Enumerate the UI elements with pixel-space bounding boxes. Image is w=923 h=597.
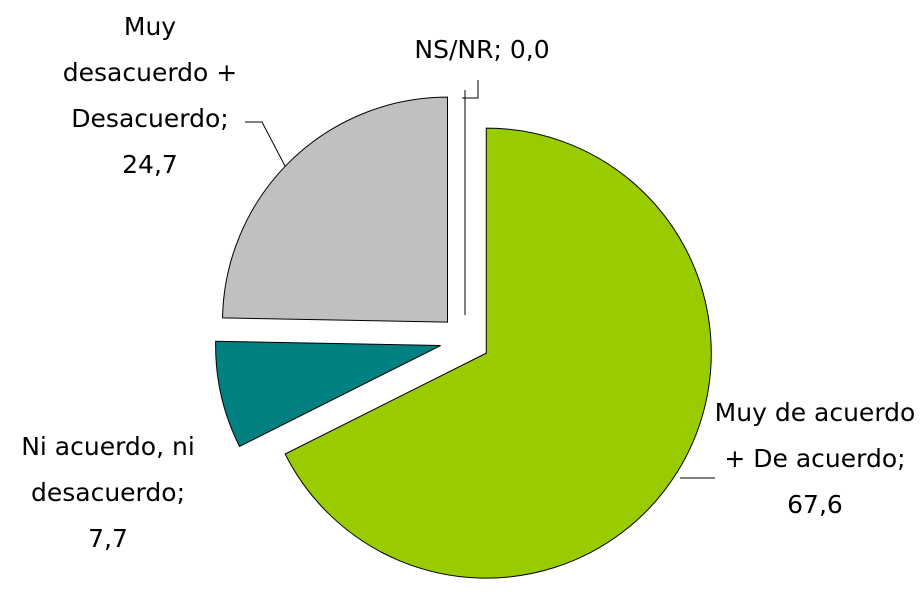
category: NS/NR	[414, 35, 494, 64]
value-label: 0,0	[509, 35, 550, 64]
data-label: Ni acuerdo, ni desacuerdo; 7,7	[8, 424, 208, 562]
separator: ;	[220, 104, 229, 133]
value-label: 24,7	[122, 150, 178, 179]
pie-slice	[284, 127, 712, 579]
pie-slice	[215, 340, 441, 448]
category: Ni acuerdo, ni desacuerdo	[21, 432, 195, 507]
data-label: Muy desacuerdo + Desacuerdo; 24,7	[55, 4, 245, 188]
data-label: NS/NR; 0,0	[372, 27, 592, 73]
value-label: 67,6	[787, 490, 843, 519]
separator: ;	[897, 444, 906, 473]
category: Muy desacuerdo + Desacuerdo	[62, 12, 238, 133]
category: Muy de acuerdo + De acuerdo	[714, 398, 916, 473]
leader-line	[462, 80, 479, 99]
leader-line	[245, 121, 286, 167]
separator: ;	[176, 478, 185, 507]
leader-lines	[245, 80, 715, 479]
separator: ;	[493, 35, 510, 64]
pie-slice	[222, 96, 448, 323]
data-label: Muy de acuerdo + De acuerdo; 67,6	[712, 390, 918, 528]
value-label: 7,7	[88, 524, 128, 553]
